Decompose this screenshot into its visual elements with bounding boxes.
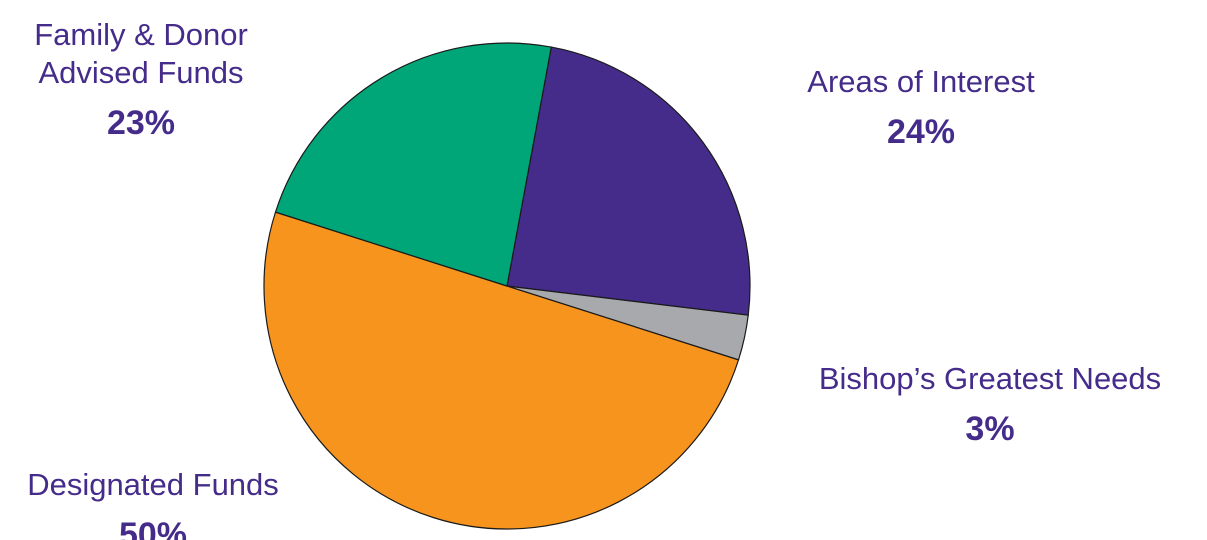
pie-slice-designated-funds [263,211,740,530]
pie-labels: Areas of Interest 24% Bishop’s Greatest Ne… [27,17,1161,540]
pie-slices [263,42,751,530]
pie-slice-areas-of-interest [506,46,751,316]
slice-label-areas-of-interest: Areas of Interest [807,64,1035,99]
slice-value-designated-funds: 50% [119,516,187,540]
slice-label-designated-funds: Designated Funds [27,467,279,502]
slice-value-bishop-s-greatest-needs: 3% [965,410,1014,448]
slice-label-family-donor-advised-funds-line-1: Family & Donor [34,17,248,52]
slice-label-bishop-s-greatest-needs: Bishop’s Greatest Needs [819,361,1161,396]
pie-slice-family-donor-advised-funds [274,42,552,287]
slice-value-family-donor-advised-funds: 23% [107,104,175,142]
slice-label-family-donor-advised-funds-line-2: Advised Funds [38,55,243,90]
slice-value-areas-of-interest: 24% [887,113,955,151]
